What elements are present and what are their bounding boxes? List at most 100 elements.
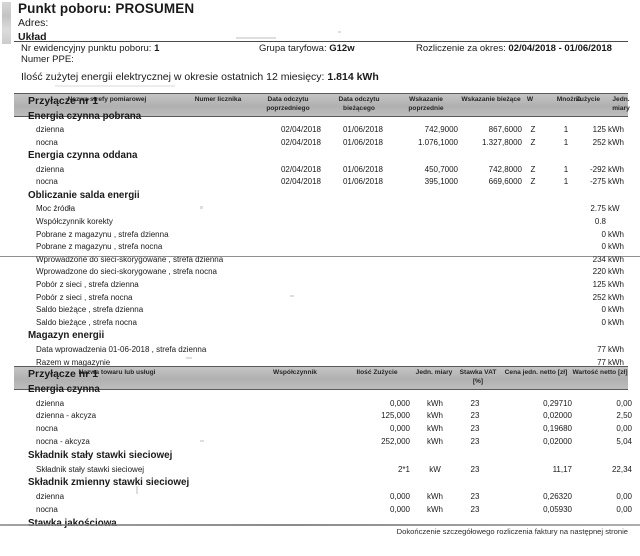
table-cell: 0: [601, 229, 606, 239]
table-cell: 11,17: [552, 464, 572, 474]
table-cell: kW: [429, 464, 441, 474]
table-cell: -275: [589, 177, 606, 187]
table-cell: 0,02000: [543, 411, 572, 421]
registry-number: Nr ewidencyjny punktu poboru: 1: [21, 43, 159, 55]
scan-speck: [236, 37, 276, 39]
table-cell: 867,6000: [488, 125, 522, 134]
column-header: Ilość Zużycie: [356, 369, 398, 376]
ppe-number: Numer PPE:: [21, 54, 74, 66]
table-cell: nocna: [36, 137, 58, 147]
table-cell: Data wprowadzenia 01-06-2018 , strefa dz…: [36, 344, 207, 354]
meter-readings-table: Nazwa strefy pomiarowej Numer licznika Dat…: [14, 93, 630, 393]
period-value: 02/04/2018 - 01/06/2018: [508, 43, 612, 54]
scan-speck: [200, 440, 204, 442]
table-cell: Moc źródła: [36, 204, 76, 214]
table-cell: 1: [563, 177, 569, 187]
table-cell: dzienna - akcyza: [36, 411, 97, 421]
table-cell: Składnik stały stawki sieciowej: [36, 464, 145, 474]
table-cell: 23: [470, 437, 480, 446]
table-cell: Z: [530, 137, 536, 147]
table-cell: 395,1000: [424, 177, 458, 187]
scan-speck: [186, 357, 192, 359]
table-cell: 01/06/2018: [342, 177, 384, 187]
annual-consumption-label: Ilość zużytej energii elektrycznej w okr…: [21, 71, 325, 83]
table-cell: Pobór z sieci , strefa dzienna: [36, 280, 139, 289]
registry-value: 1: [154, 43, 160, 54]
table-cell: dzienna: [36, 492, 65, 502]
column-header: Jedn. miary: [415, 369, 453, 376]
table-cell: 23: [470, 411, 480, 421]
table-group-title: Energia czynna pobrana: [28, 110, 142, 122]
table-cell: kW: [608, 204, 620, 214]
table-cell: 220: [592, 267, 606, 277]
table-cell: dzienna: [36, 125, 65, 134]
table-cell: 0.8: [594, 217, 606, 226]
table-cell: kWh: [427, 505, 443, 514]
table-cell: 0,000: [389, 424, 410, 434]
column-header: Zużycie: [575, 96, 601, 103]
table-cell: 23: [470, 464, 480, 474]
column-header: W: [526, 96, 534, 103]
table-cell: kWh: [608, 357, 624, 367]
table-cell: -292: [589, 164, 606, 174]
table-cell: Współczynnik korekty: [36, 217, 113, 226]
table-cell: Pobór z sieci , strefa nocna: [36, 292, 133, 302]
document-header: Punkt poboru: PROSUMEN Adres: Układ: [18, 1, 194, 44]
table-cell: 0,02000: [543, 437, 572, 446]
table-cell: 02/04/2018: [280, 137, 322, 147]
table-cell: 23: [470, 424, 480, 434]
table-cell: nocna: [36, 177, 58, 187]
table-cell: kWh: [608, 164, 624, 174]
table-cell: 0,26320: [543, 492, 572, 502]
table-cell: Wprowadzone do sieci-skorygowane , stref…: [36, 254, 224, 264]
tariff-group: Grupa taryfowa: G12w: [259, 43, 355, 55]
column-header: Wskazanie poprzednie: [408, 96, 444, 112]
table-cell: kWh: [427, 424, 443, 434]
charges-table: Nazwa towaru lub usługi Współczynnik Ilość…: [14, 366, 632, 556]
table-cell: Z: [530, 177, 536, 187]
table-cell: 669,6000: [488, 177, 522, 187]
table-cell: kWh: [608, 229, 624, 239]
table-cell: kWh: [608, 242, 624, 252]
table-cell: kWh: [608, 125, 624, 134]
table-cell: 5,04: [616, 437, 632, 446]
charges-table-header: Nazwa towaru lub usługi Współczynnik Ilość…: [14, 366, 628, 390]
table-cell: kWh: [608, 177, 624, 187]
column-header: Wskazanie bieżące: [461, 96, 521, 103]
table-cell: 234: [592, 254, 606, 264]
table-cell: 2.75: [590, 204, 606, 214]
table-cell: kWh: [608, 305, 624, 315]
column-header: Jedn. miary: [612, 96, 630, 112]
table-cell: 125,000: [381, 411, 410, 421]
table-cell: nocna: [36, 505, 58, 514]
column-header: Data odczytu poprzedniego: [266, 96, 310, 112]
table-cell: 0,00: [616, 492, 632, 502]
table-group-title: Magazyn energii: [28, 330, 105, 342]
table-cell: 0,29710: [543, 398, 572, 408]
table-cell: 2*1: [397, 464, 410, 474]
page-title: Punkt poboru: PROSUMEN: [18, 1, 195, 16]
table-cell: kWh: [608, 254, 624, 264]
table-cell: kWh: [608, 344, 624, 354]
table-cell: 23: [470, 492, 480, 502]
header-divider: [14, 41, 628, 42]
column-header: Numer licznika: [194, 96, 242, 103]
table-cell: kWh: [608, 317, 624, 327]
table-cell: 02/04/2018: [280, 164, 322, 174]
scan-speck: [200, 206, 203, 209]
tariff-label: Grupa taryfowa:: [259, 43, 327, 54]
table-cell: Wprowadzone do sieci-skorygowane , stref…: [36, 267, 217, 277]
table-group-title: Przyłącze nr 1: [28, 368, 99, 380]
table-cell: Z: [530, 125, 536, 134]
billing-period: Rozliczenie za okres: 02/04/2018 - 01/06…: [416, 43, 612, 55]
table-cell: 0: [601, 305, 606, 315]
table-cell: 1: [563, 164, 569, 174]
table-cell: 1: [563, 137, 569, 147]
registry-label: Nr ewidencyjny punktu poboru:: [21, 43, 152, 54]
table-cell: 252: [592, 292, 606, 302]
table-cell: 252,000: [381, 437, 410, 446]
column-header: Mnożna: [556, 96, 582, 103]
table-cell: 0,00: [616, 424, 632, 434]
table-cell: kWh: [608, 267, 624, 277]
table-cell: 1.327,8000: [481, 137, 522, 147]
